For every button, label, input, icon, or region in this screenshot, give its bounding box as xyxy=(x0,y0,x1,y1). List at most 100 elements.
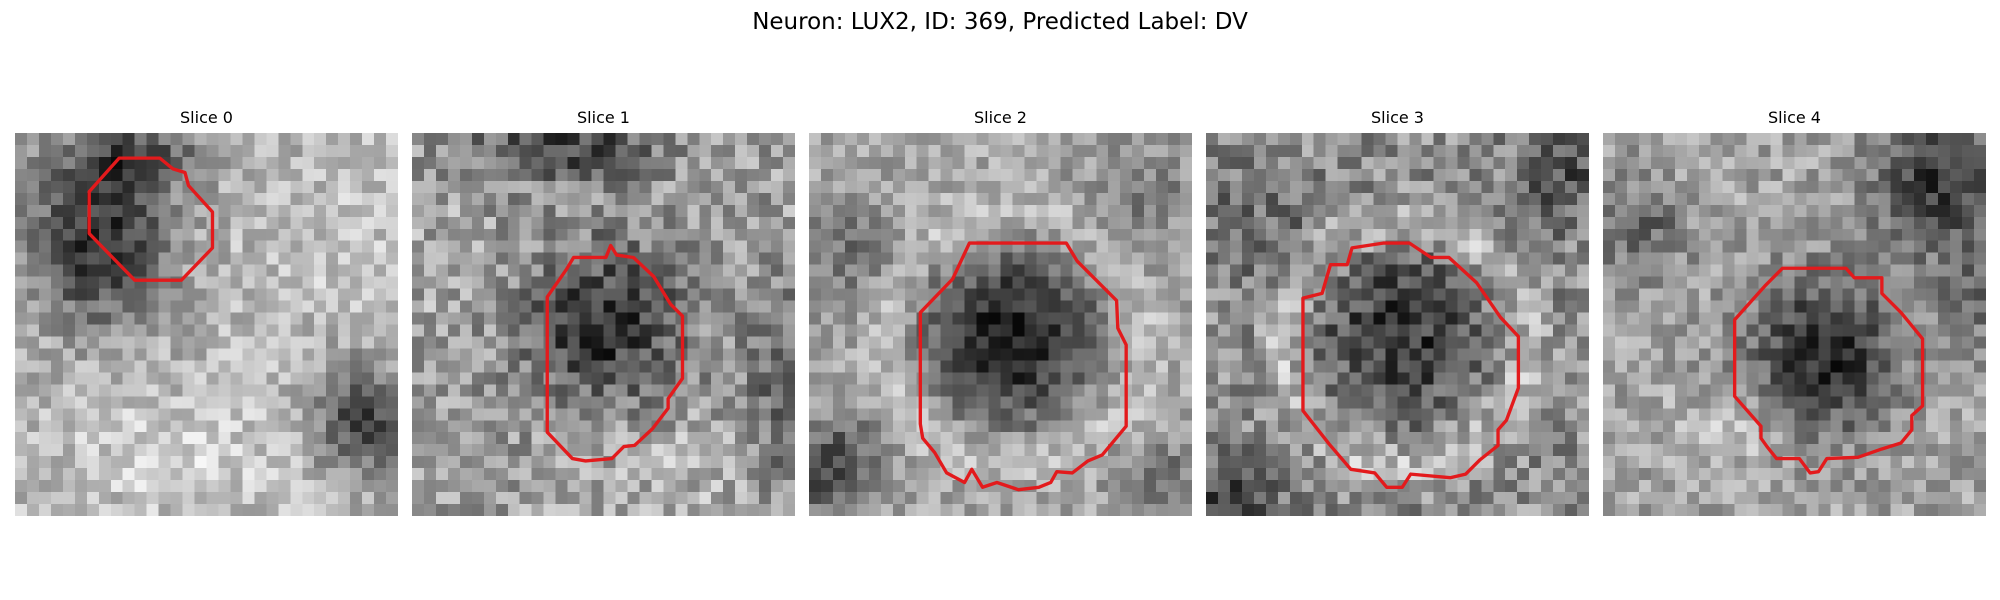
image-pixel xyxy=(495,156,508,170)
image-pixel xyxy=(1421,312,1434,325)
image-pixel xyxy=(1650,456,1664,469)
image-pixel xyxy=(1505,192,1518,206)
image-pixel xyxy=(1469,408,1482,421)
image-pixel xyxy=(1229,324,1243,337)
image-pixel xyxy=(1890,168,1903,182)
image-pixel xyxy=(423,312,437,325)
image-pixel xyxy=(362,288,375,301)
image-pixel xyxy=(1950,336,1963,349)
image-pixel xyxy=(242,300,255,313)
image-pixel xyxy=(1385,288,1398,301)
image-pixel xyxy=(386,156,398,170)
image-pixel xyxy=(809,192,822,206)
image-pixel xyxy=(1674,216,1688,229)
image-pixel xyxy=(146,444,159,457)
image-pixel xyxy=(435,312,449,325)
image-pixel xyxy=(603,228,616,241)
image-pixel xyxy=(964,396,977,409)
image-pixel xyxy=(1385,228,1398,241)
image-pixel xyxy=(687,336,700,349)
image-pixel xyxy=(158,264,171,277)
image-pixel xyxy=(1962,180,1975,194)
image-pixel xyxy=(1505,204,1518,218)
image-pixel xyxy=(567,348,580,361)
image-pixel xyxy=(651,144,664,158)
image-pixel xyxy=(266,133,279,146)
image-pixel xyxy=(412,336,425,349)
image-pixel xyxy=(1421,336,1434,349)
image-pixel xyxy=(1253,144,1267,158)
image-pixel xyxy=(1180,168,1192,182)
image-pixel xyxy=(1469,504,1482,516)
image-pixel xyxy=(62,216,76,229)
image-pixel xyxy=(1397,336,1410,349)
image-pixel xyxy=(591,156,604,170)
image-pixel xyxy=(1060,300,1073,313)
image-pixel xyxy=(809,504,822,516)
image-pixel xyxy=(519,396,532,409)
image-pixel xyxy=(1505,276,1518,289)
image-pixel xyxy=(471,180,485,194)
image-pixel xyxy=(1349,216,1362,229)
image-pixel xyxy=(1084,204,1097,218)
image-pixel xyxy=(591,228,604,241)
image-pixel xyxy=(1710,180,1723,194)
image-pixel xyxy=(1120,456,1133,469)
image-pixel xyxy=(1614,396,1628,409)
image-pixel xyxy=(362,168,375,182)
image-pixel xyxy=(783,168,795,182)
image-pixel xyxy=(1950,360,1963,373)
image-pixel xyxy=(110,300,123,313)
image-pixel xyxy=(1662,384,1676,397)
image-pixel xyxy=(338,240,351,253)
image-pixel xyxy=(230,372,243,385)
image-pixel xyxy=(675,288,688,301)
image-pixel xyxy=(904,156,917,170)
image-pixel xyxy=(1229,264,1243,277)
image-pixel xyxy=(591,504,604,516)
image-pixel xyxy=(1469,324,1482,337)
image-pixel xyxy=(1962,444,1975,457)
image-pixel xyxy=(1180,408,1192,421)
image-pixel xyxy=(302,144,315,158)
image-pixel xyxy=(1024,360,1037,373)
image-pixel xyxy=(74,408,88,421)
image-pixel xyxy=(1289,300,1302,313)
image-pixel xyxy=(1289,204,1302,218)
image-pixel xyxy=(38,300,52,313)
image-pixel xyxy=(1108,504,1121,516)
image-pixel xyxy=(1722,192,1735,206)
image-pixel xyxy=(916,133,929,146)
image-pixel xyxy=(1253,372,1267,385)
image-pixel xyxy=(1914,264,1927,277)
image-pixel xyxy=(1926,144,1939,158)
image-pixel xyxy=(579,324,592,337)
image-pixel xyxy=(1072,360,1085,373)
image-pixel xyxy=(916,504,929,516)
image-pixel xyxy=(1120,240,1133,253)
image-pixel xyxy=(1024,468,1037,481)
image-pixel xyxy=(1168,144,1181,158)
image-pixel xyxy=(1938,372,1951,385)
image-pixel xyxy=(495,372,508,385)
image-pixel xyxy=(1722,432,1735,445)
image-pixel xyxy=(495,192,508,206)
image-pixel xyxy=(699,133,712,146)
image-pixel xyxy=(1806,204,1819,218)
image-pixel xyxy=(146,168,159,182)
image-pixel xyxy=(615,492,628,505)
image-pixel xyxy=(1349,300,1362,313)
image-pixel xyxy=(146,456,159,469)
image-pixel xyxy=(1770,372,1783,385)
image-pixel xyxy=(1950,204,1963,218)
image-pixel xyxy=(1962,408,1975,421)
image-pixel xyxy=(1842,216,1855,229)
image-pixel xyxy=(555,240,568,253)
image-pixel xyxy=(182,336,195,349)
image-pixel xyxy=(1650,420,1664,433)
image-pixel xyxy=(278,300,291,313)
image-pixel xyxy=(1469,492,1482,505)
image-pixel xyxy=(1457,180,1470,194)
image-pixel xyxy=(519,348,532,361)
image-pixel xyxy=(170,324,183,337)
